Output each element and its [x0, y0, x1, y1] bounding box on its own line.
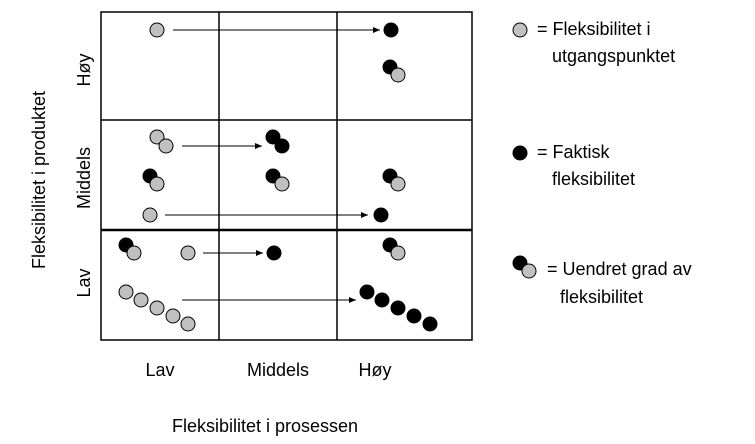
row-label: Middels: [74, 147, 94, 209]
legend-text: = Uendret grad av: [547, 259, 692, 279]
legend: = Fleksibilitet i utgangspunktet = Fakti…: [512, 19, 692, 307]
legend-text: fleksibilitet: [560, 287, 643, 307]
markers: [118, 22, 438, 332]
column-label: Middels: [247, 360, 309, 380]
legend-text: utgangspunktet: [552, 46, 675, 66]
row-label: Lav: [74, 268, 94, 297]
matrix-grid: [100, 11, 473, 341]
legend-text: fleksibilitet: [552, 169, 635, 189]
column-label: Høy: [359, 360, 392, 380]
legend-text: = Fleksibilitet i: [537, 19, 651, 39]
row-label: Høy: [74, 54, 94, 87]
x-axis-label: Fleksibilitet i prosessen: [172, 416, 358, 436]
column-label: Lav: [145, 360, 174, 380]
y-axis-label: Fleksibilitet i produktet: [29, 91, 49, 269]
legend-text: = Faktisk: [537, 142, 611, 162]
